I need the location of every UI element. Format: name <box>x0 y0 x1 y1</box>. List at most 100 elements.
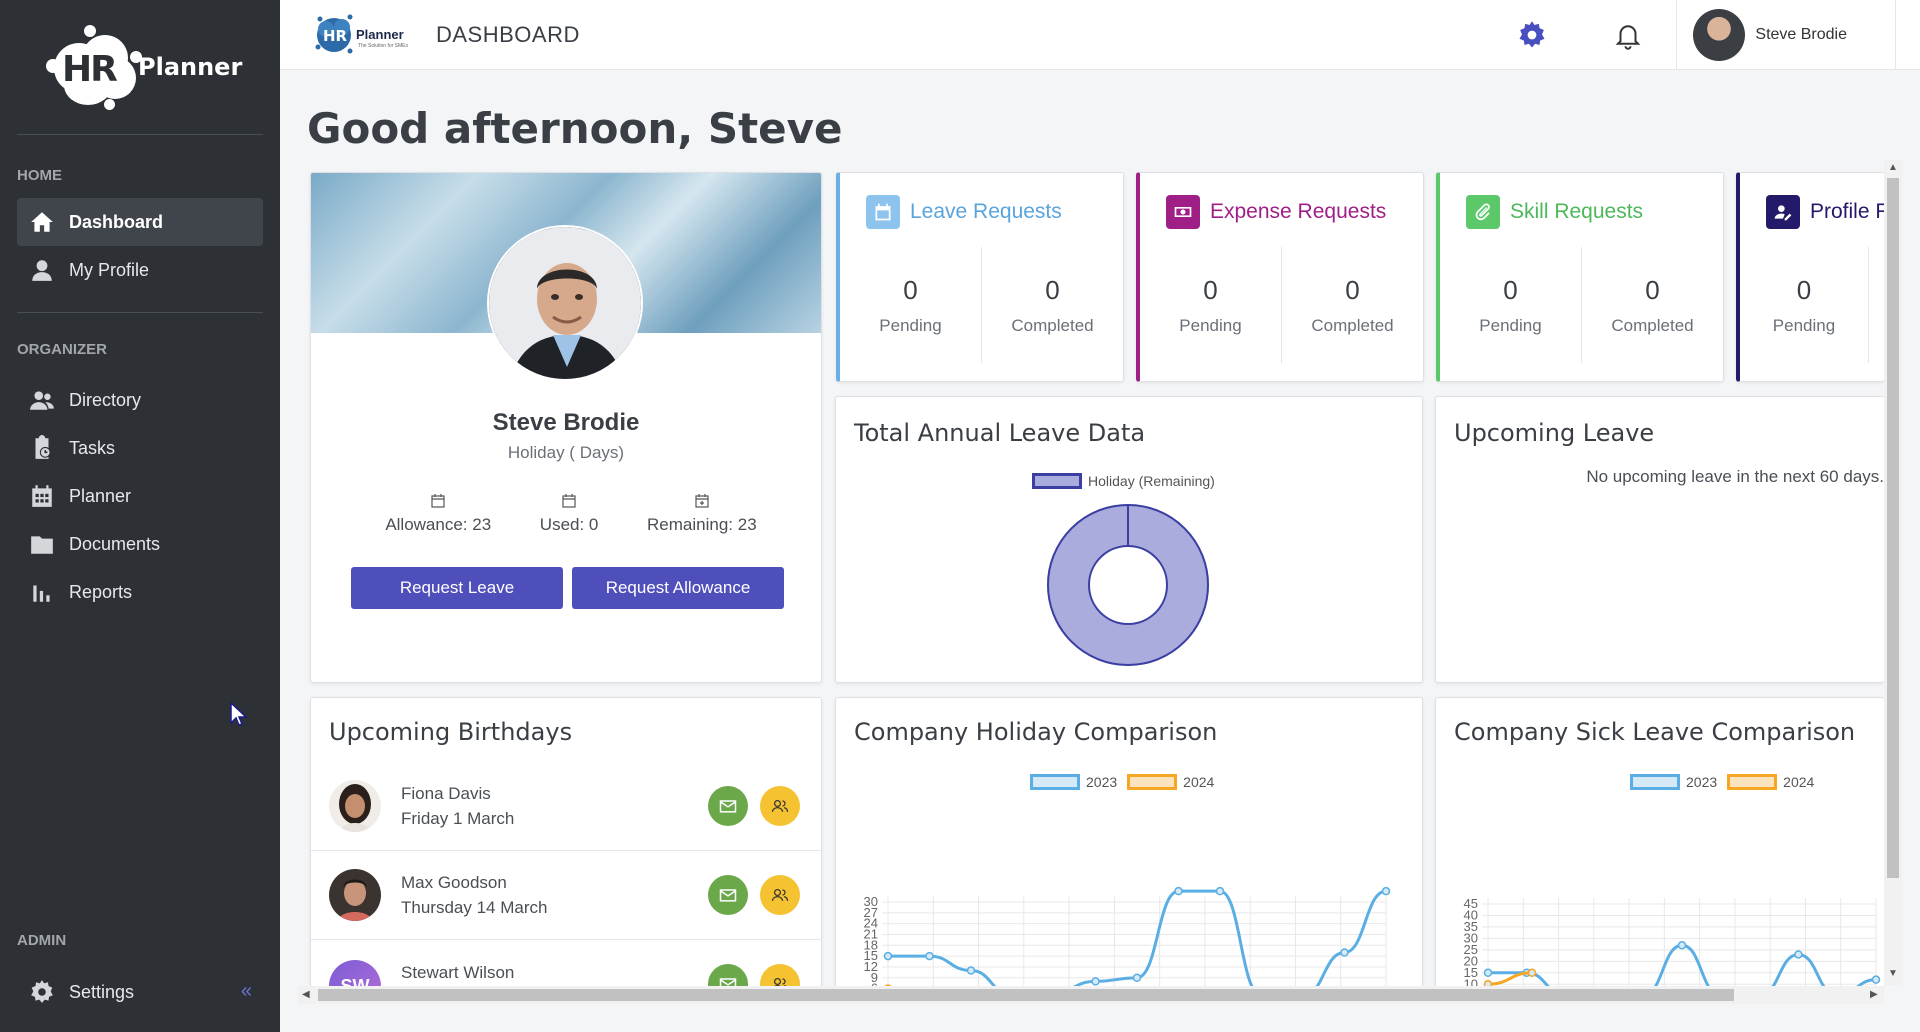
y-tick-label: 45 <box>1464 896 1478 911</box>
sidebar-item-label: Directory <box>69 389 142 410</box>
send-email-button[interactable] <box>708 964 748 987</box>
card-title: Total Annual Leave Data <box>854 419 1146 447</box>
chart-legend: 2023 2024 <box>1030 774 1214 790</box>
data-point-2023 <box>1091 977 1100 986</box>
series-line-2023 <box>1488 943 1877 987</box>
profile-requests-card[interactable]: Profile R 0 Pending <box>1736 172 1884 382</box>
data-point-2024 <box>1527 968 1537 978</box>
calendar-icon <box>562 494 576 508</box>
card-title: Skill Requests <box>1510 200 1644 223</box>
topbar-actions: Steve Brodie <box>1484 0 1920 70</box>
y-tick-label: 21 <box>864 926 878 941</box>
nav-divider <box>17 312 263 313</box>
vertical-scrollbar[interactable]: ▲ ▼ <box>1884 160 1902 985</box>
horizontal-scrollbar[interactable]: ◀ ▶ <box>298 986 1884 1004</box>
avatar <box>329 869 381 921</box>
birthday-date: Thursday 14 March <box>401 898 548 917</box>
scroll-up-icon[interactable]: ▲ <box>1888 162 1898 173</box>
sidebar-item-directory[interactable]: Directory <box>17 376 263 424</box>
sidebar-item-documents[interactable]: Documents <box>17 520 263 568</box>
hr-cloud-logo: HR <box>44 23 144 111</box>
sidebar-item-my-profile[interactable]: My Profile <box>17 246 263 294</box>
leave-requests-card[interactable]: Leave Requests 0 Pending 0 Completed <box>836 172 1124 382</box>
data-point-2023 <box>1871 975 1881 984</box>
card-title: Expense Requests <box>1210 200 1387 223</box>
people-icon <box>771 888 789 901</box>
brand-name: Planner <box>138 53 243 81</box>
pending-stat: 0 Pending <box>1479 275 1542 335</box>
brand-logo[interactable]: HR Planner <box>17 0 263 135</box>
card-title: Company Sick Leave Comparison <box>1454 718 1856 746</box>
sidebar: HR Planner HOME Dashboard My Profile ORG… <box>0 0 280 1032</box>
data-point-2023 <box>966 966 976 975</box>
scroll-right-icon[interactable]: ▶ <box>1870 989 1878 1000</box>
user-menu[interactable]: Steve Brodie <box>1676 0 1896 70</box>
annual-leave-card: Total Annual Leave Data Holiday (Remaini… <box>835 396 1423 683</box>
stat-allowance: Allowance: 23 <box>385 493 491 535</box>
scroll-down-icon[interactable]: ▼ <box>1888 968 1898 979</box>
data-point-2024 <box>1483 980 1493 987</box>
avatar <box>329 780 381 832</box>
send-email-button[interactable] <box>708 786 748 826</box>
sidebar-item-label: My Profile <box>69 259 150 280</box>
y-tick-label: 18 <box>864 937 878 952</box>
completed-stat: 0 Completed <box>1581 247 1723 363</box>
home-icon <box>31 212 53 232</box>
completed-stat: 0 Completed <box>1281 247 1423 363</box>
chart-legend: 2023 2024 <box>1630 774 1814 790</box>
series-line-2024 <box>1487 971 1533 986</box>
scrollbar-thumb[interactable] <box>1887 178 1899 878</box>
sidebar-item-planner[interactable]: Planner <box>17 472 263 520</box>
empty-state-text: No upcoming leave in the next 60 days. <box>1586 467 1884 486</box>
paperclip-icon <box>1466 195 1500 229</box>
completed-stat: 0 Completed <box>981 247 1123 363</box>
y-tick-label: 25 <box>1464 942 1478 957</box>
money-icon <box>1166 195 1200 229</box>
request-leave-button[interactable]: Request Leave <box>351 567 563 609</box>
sidebar-item-label: Settings <box>69 981 135 1002</box>
calendar-icon <box>431 494 445 508</box>
data-point-2023 <box>925 951 934 961</box>
donut-inner-ring <box>1088 545 1168 625</box>
view-profile-button[interactable] <box>760 875 800 915</box>
y-tick-label: 35 <box>1464 919 1478 934</box>
topbar-logo-tagline: The Solution for SMEs <box>358 42 409 49</box>
skill-requests-card[interactable]: Skill Requests 0 Pending 0 Completed <box>1436 172 1724 382</box>
section-home: HOME <box>17 167 62 184</box>
topbar-logo[interactable]: HR Planner The Solution for SMEs <box>314 9 408 61</box>
calendar-icon <box>32 485 52 507</box>
view-profile-button[interactable] <box>760 786 800 826</box>
card-title: Upcoming Leave <box>1454 419 1655 447</box>
avatar <box>1693 9 1746 61</box>
scrollbar-thumb[interactable] <box>318 989 1734 1001</box>
series-line-2023 <box>888 889 1387 987</box>
request-allowance-button[interactable]: Request Allowance <box>572 567 784 609</box>
view-profile-button[interactable] <box>760 964 800 987</box>
envelope-icon <box>719 800 737 813</box>
scroll-left-icon[interactable]: ◀ <box>302 989 310 1000</box>
data-point-2023 <box>1174 886 1183 896</box>
sidebar-item-reports[interactable]: Reports <box>17 568 263 616</box>
upcoming-leave-card: Upcoming Leave No upcoming leave in the … <box>1435 396 1884 683</box>
sidebar-item-settings[interactable]: Settings <box>17 968 263 1016</box>
sidebar-item-label: Dashboard <box>69 211 164 232</box>
topbar-logo-name: Planner <box>356 26 404 42</box>
notifications-button[interactable] <box>1580 0 1676 70</box>
data-point-2023 <box>1381 886 1391 896</box>
stat-used: Used: 0 <box>540 493 598 535</box>
expense-requests-card[interactable]: Expense Requests 0 Pending 0 Completed <box>1136 172 1424 382</box>
data-point-2023 <box>1677 941 1687 950</box>
annual-leave-donut <box>1047 504 1209 666</box>
sidebar-item-tasks[interactable]: Tasks <box>17 424 263 472</box>
stat-remaining: Remaining: 23 <box>647 493 757 535</box>
sidebar-item-dashboard[interactable]: Dashboard <box>17 198 263 246</box>
settings-button[interactable] <box>1484 0 1580 70</box>
collapse-sidebar-button[interactable]: « <box>240 980 252 1002</box>
data-point-2023 <box>1794 950 1803 959</box>
clipboard-icon <box>35 435 51 459</box>
y-tick-label: 20 <box>1464 953 1478 968</box>
card-title: Upcoming Birthdays <box>329 718 573 746</box>
send-email-button[interactable] <box>708 875 748 915</box>
sidebar-item-label: Reports <box>69 581 133 602</box>
